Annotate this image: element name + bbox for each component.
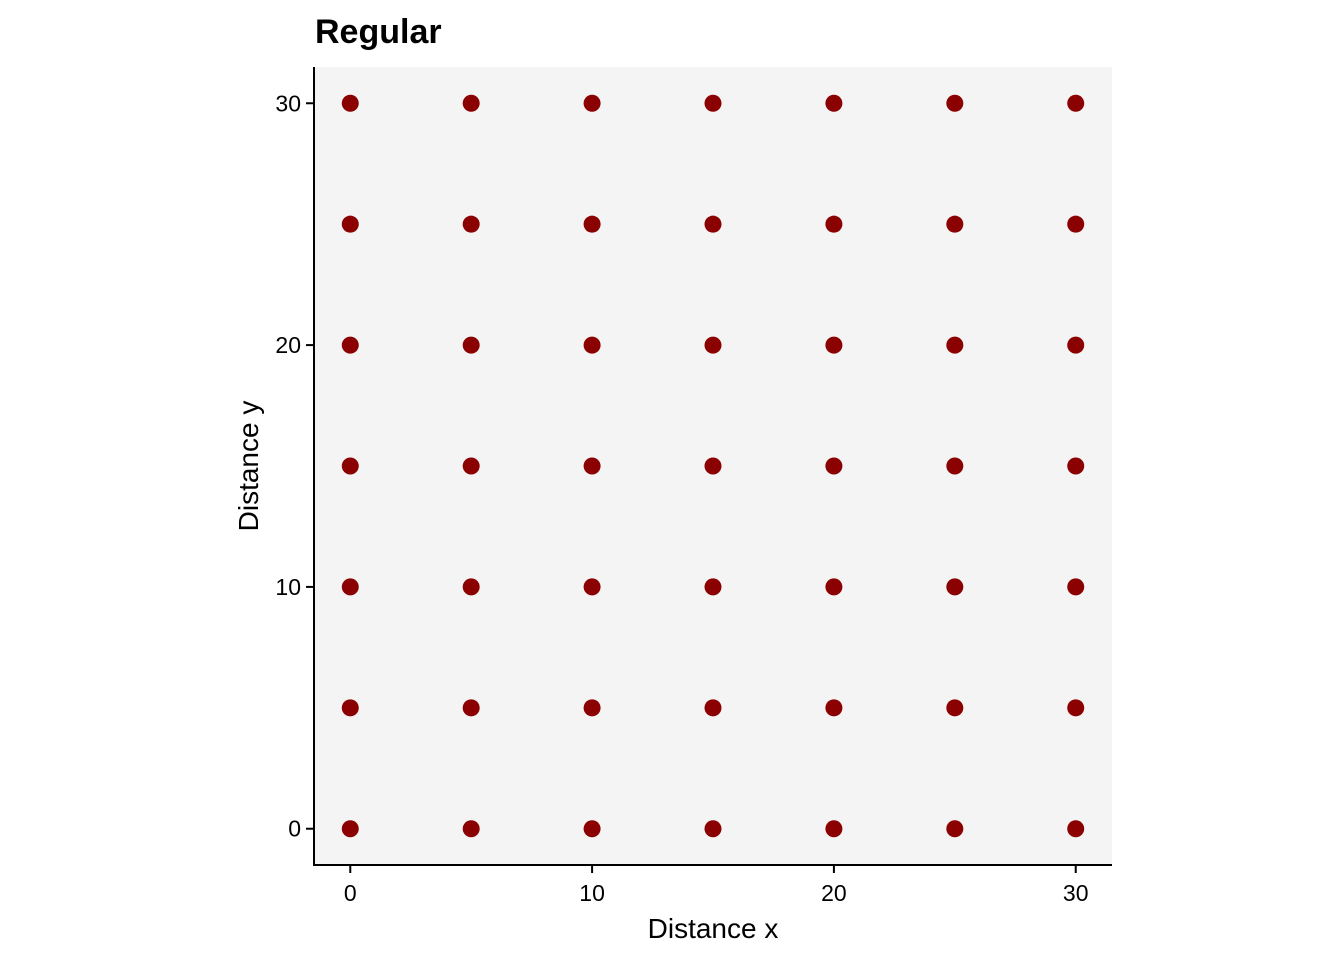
data-point: [341, 215, 359, 233]
data-point: [341, 94, 359, 112]
data-point: [1067, 215, 1085, 233]
data-point: [946, 578, 964, 596]
data-point: [1067, 336, 1085, 354]
data-point: [462, 699, 480, 717]
y-tick-label: 30: [275, 90, 301, 116]
y-tick-label: 0: [288, 816, 301, 842]
data-point: [583, 94, 601, 112]
data-point: [462, 336, 480, 354]
y-axis-label: Distance y: [233, 401, 264, 532]
data-point: [825, 699, 843, 717]
data-point: [825, 457, 843, 475]
data-point: [341, 699, 359, 717]
y-axis-ticks: 0 10 20 30: [275, 90, 314, 842]
data-point: [583, 699, 601, 717]
data-point: [341, 457, 359, 475]
data-points: [341, 94, 1085, 838]
data-point: [1067, 820, 1085, 838]
x-tick-label: 10: [579, 880, 605, 906]
data-point: [946, 820, 964, 838]
x-tick-label: 0: [344, 880, 357, 906]
data-point: [704, 94, 722, 112]
data-point: [583, 820, 601, 838]
data-point: [825, 820, 843, 838]
data-point: [946, 215, 964, 233]
data-point: [825, 94, 843, 112]
data-point: [704, 457, 722, 475]
data-point: [462, 94, 480, 112]
data-point: [341, 578, 359, 596]
x-axis-label: Distance x: [648, 913, 779, 944]
data-point: [583, 336, 601, 354]
data-point: [946, 94, 964, 112]
data-point: [462, 820, 480, 838]
data-point: [704, 820, 722, 838]
data-point: [583, 215, 601, 233]
data-point: [704, 699, 722, 717]
data-point: [1067, 94, 1085, 112]
y-tick-label: 10: [275, 574, 301, 600]
data-point: [704, 578, 722, 596]
data-point: [462, 578, 480, 596]
data-point: [825, 215, 843, 233]
x-tick-label: 20: [821, 880, 847, 906]
data-point: [1067, 578, 1085, 596]
x-tick-label: 30: [1063, 880, 1089, 906]
data-point: [1067, 699, 1085, 717]
data-point: [462, 457, 480, 475]
x-axis-ticks: 0 10 20 30: [344, 865, 1089, 906]
y-tick-label: 20: [275, 332, 301, 358]
data-point: [946, 699, 964, 717]
data-point: [583, 578, 601, 596]
chart-title: Regular: [315, 13, 442, 51]
data-point: [341, 820, 359, 838]
data-point: [946, 336, 964, 354]
data-point: [825, 336, 843, 354]
data-point: [825, 578, 843, 596]
data-point: [704, 215, 722, 233]
data-point: [946, 457, 964, 475]
data-point: [583, 457, 601, 475]
data-point: [462, 215, 480, 233]
data-point: [704, 336, 722, 354]
data-point: [1067, 457, 1085, 475]
data-point: [341, 336, 359, 354]
